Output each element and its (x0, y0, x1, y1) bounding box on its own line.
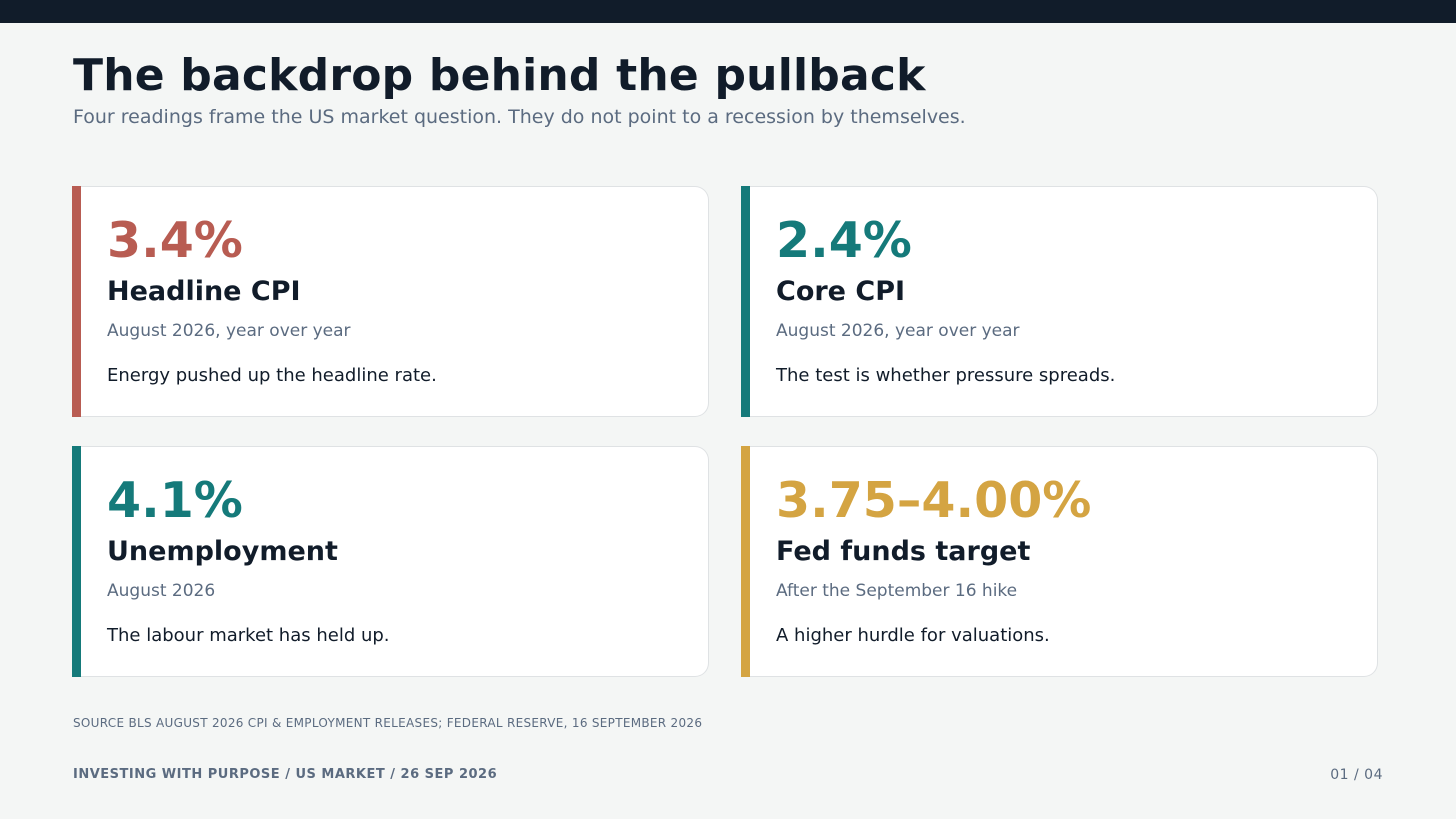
page-number: 01 / 04 (1330, 767, 1383, 783)
stat-period: August 2026, year over year (776, 321, 1020, 341)
stat-label: Fed funds target (776, 536, 1031, 567)
card-accent-bar (72, 186, 81, 417)
footer-breadcrumb: INVESTING WITH PURPOSE / US MARKET / 26 … (73, 767, 498, 782)
stat-label: Unemployment (107, 536, 338, 567)
stat-card-core-cpi: 2.4% Core CPI August 2026, year over yea… (741, 186, 1378, 417)
stat-value: 2.4% (776, 212, 912, 269)
stat-note: The labour market has held up. (107, 625, 390, 646)
stat-note: The test is whether pressure spreads. (776, 365, 1116, 386)
stat-card-headline-cpi: 3.4% Headline CPI August 2026, year over… (72, 186, 709, 417)
card-accent-bar (72, 446, 81, 677)
card-accent-bar (741, 186, 750, 417)
stat-note: Energy pushed up the headline rate. (107, 365, 437, 386)
stat-card-unemployment: 4.1% Unemployment August 2026 The labour… (72, 446, 709, 677)
stat-period: August 2026, year over year (107, 321, 351, 341)
stat-value: 4.1% (107, 472, 243, 529)
page-title: The backdrop behind the pullback (73, 50, 926, 101)
stat-card-fed-funds: 3.75–4.00% Fed funds target After the Se… (741, 446, 1378, 677)
stat-label: Core CPI (776, 276, 906, 307)
source-note: SOURCE BLS AUGUST 2026 CPI & EMPLOYMENT … (73, 716, 703, 730)
stat-note: A higher hurdle for valuations. (776, 625, 1050, 646)
stat-period: After the September 16 hike (776, 581, 1018, 601)
page-subtitle: Four readings frame the US market questi… (73, 106, 966, 128)
top-bar (0, 0, 1456, 23)
stat-label: Headline CPI (107, 276, 301, 307)
stat-period: August 2026 (107, 581, 216, 601)
card-accent-bar (741, 446, 750, 677)
stat-value: 3.4% (107, 212, 243, 269)
stat-value: 3.75–4.00% (776, 472, 1092, 529)
